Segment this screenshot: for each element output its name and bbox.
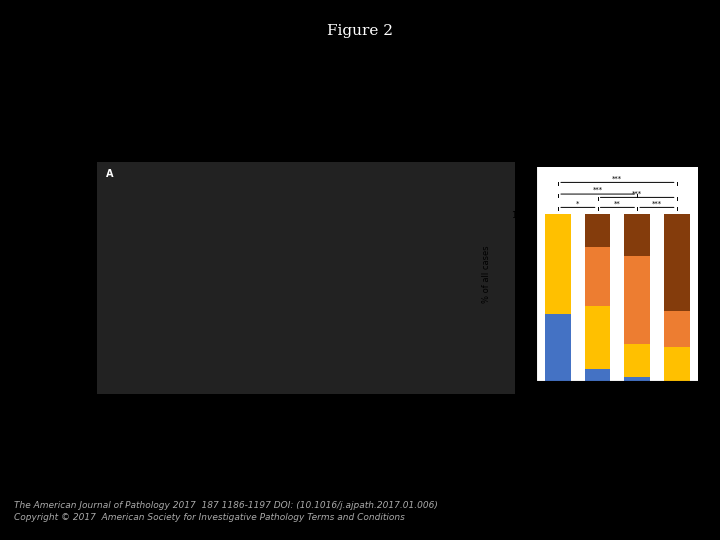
Bar: [624, 214, 650, 256]
Text: Figure 2: Figure 2: [327, 24, 393, 38]
Bar: [585, 214, 611, 247]
FancyBboxPatch shape: [97, 162, 515, 394]
Bar: [585, 306, 611, 369]
Text: A: A: [106, 169, 113, 179]
Y-axis label: % of all cases: % of all cases: [482, 245, 491, 303]
Text: *: *: [576, 200, 580, 207]
Text: Copyright © 2017  American Society for Investigative Pathology Terms and Conditi: Copyright © 2017 American Society for In…: [14, 513, 405, 522]
Bar: [545, 314, 571, 381]
Bar: [664, 347, 690, 381]
Bar: [624, 256, 650, 344]
Bar: [585, 369, 611, 381]
Text: **: **: [614, 200, 621, 207]
Bar: [664, 310, 690, 347]
Text: The American Journal of Pathology 2017  187 1186-1197 DOI: (10.1016/j.ajpath.201: The American Journal of Pathology 2017 1…: [14, 501, 438, 510]
Text: ***: ***: [612, 176, 623, 181]
Text: ***: ***: [632, 191, 642, 197]
Bar: [545, 214, 571, 314]
Bar: [624, 377, 650, 381]
Text: ***: ***: [652, 200, 662, 207]
Bar: [664, 214, 690, 310]
Text: I: I: [475, 99, 480, 113]
Bar: [624, 344, 650, 377]
Text: ***: ***: [593, 187, 603, 193]
Bar: [585, 247, 611, 306]
